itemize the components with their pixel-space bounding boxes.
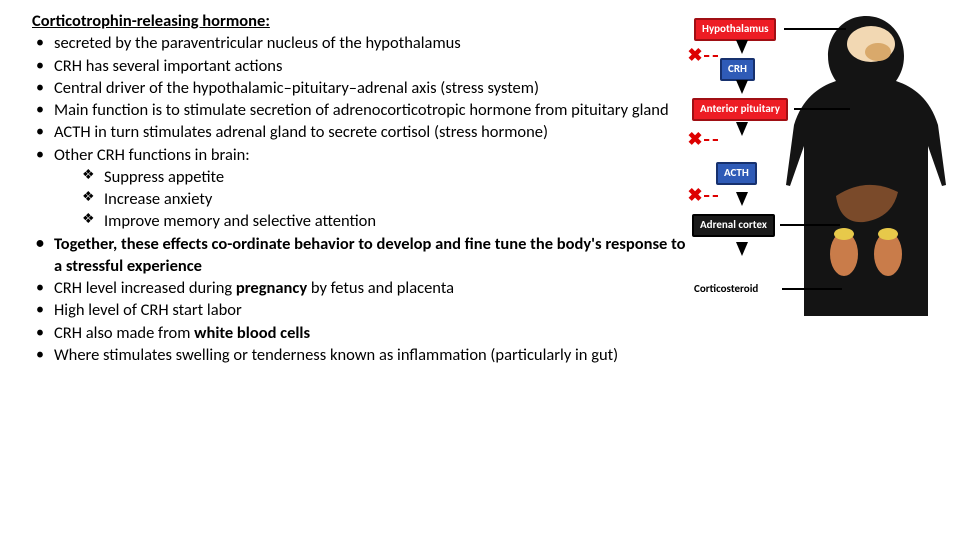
bullet-item: secreted by the paraventricular nucleus … xyxy=(32,32,688,54)
bullet-item: CRH level increased during pregnancy by … xyxy=(32,277,688,299)
connector-line xyxy=(780,224,840,226)
label-crh: CRH xyxy=(720,58,755,81)
label-acth: ACTH xyxy=(716,162,757,185)
feedback-x-icon: ✖ xyxy=(686,186,704,204)
feedback-x-icon: ✖ xyxy=(686,130,704,148)
bullet-item: Main function is to stimulate secretion … xyxy=(32,99,688,121)
bullet-item: Other CRH functions in brain:Suppress ap… xyxy=(32,144,688,233)
feedback-x-icon: ✖ xyxy=(686,46,704,64)
feedback-line xyxy=(704,55,718,57)
slide-title: Corticotrophin-releasing hormone: xyxy=(32,10,688,32)
arrow-icon xyxy=(736,192,748,206)
arrow-icon xyxy=(736,122,748,136)
arrow-icon xyxy=(736,80,748,94)
sub-bullet-item: Suppress appetite xyxy=(82,166,688,188)
text-column: Corticotrophin-releasing hormone: secret… xyxy=(32,10,688,366)
bullet-item: CRH also made from white blood cells xyxy=(32,322,688,344)
sub-bullet-item: Improve memory and selective attention xyxy=(82,210,688,232)
label-hypothalamus: Hypothalamus xyxy=(694,18,776,41)
sub-list: Suppress appetiteIncrease anxietyImprove… xyxy=(54,166,688,233)
body-silhouette xyxy=(786,16,946,326)
bullet-item: Where stimulates swelling or tenderness … xyxy=(32,344,688,366)
feedback-line xyxy=(704,139,718,141)
feedback-line xyxy=(704,195,718,197)
label-anterior-pituitary: Anterior pituitary xyxy=(692,98,788,121)
connector-line xyxy=(782,288,842,290)
arrow-icon xyxy=(736,242,748,256)
connector-line xyxy=(794,108,850,110)
connector-line xyxy=(784,28,846,30)
label-adrenal-cortex: Adrenal cortex xyxy=(692,214,775,237)
bullet-item: ACTH in turn stimulates adrenal gland to… xyxy=(32,121,688,143)
label-corticosteroid: Corticosteroid xyxy=(694,282,758,297)
bullet-item: CRH has several important actions xyxy=(32,55,688,77)
bullet-item: Together, these effects co-ordinate beha… xyxy=(32,233,688,278)
arrow-icon xyxy=(736,40,748,54)
bullet-item: Central driver of the hypothalamic–pitui… xyxy=(32,77,688,99)
bullet-item: High level of CRH start labor xyxy=(32,299,688,321)
bullet-list: secreted by the paraventricular nucleus … xyxy=(32,32,688,366)
hpa-axis-diagram: Hypothalamus CRH Anterior pituitary ACTH… xyxy=(692,10,952,330)
sub-bullet-item: Increase anxiety xyxy=(82,188,688,210)
